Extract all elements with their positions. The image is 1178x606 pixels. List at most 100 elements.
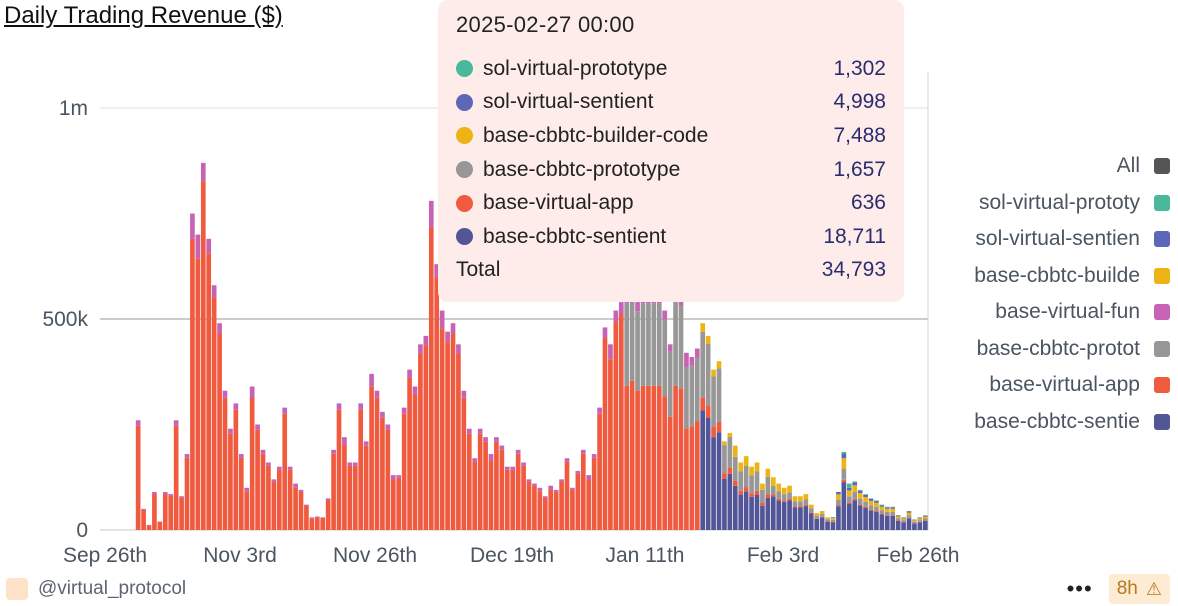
bar-segment[interactable]: [705, 417, 711, 530]
bar-segment[interactable]: [450, 323, 456, 334]
bar-segment[interactable]: [532, 483, 537, 486]
bar-segment[interactable]: [206, 238, 212, 254]
bar-segment[interactable]: [260, 453, 266, 530]
bar-segment[interactable]: [863, 494, 868, 495]
bar-segment[interactable]: [385, 429, 391, 530]
bar-segment[interactable]: [808, 508, 814, 513]
bar-segment[interactable]: [738, 494, 744, 530]
bar-segment[interactable]: [233, 403, 239, 410]
chart-title[interactable]: Daily Trading Revenue ($): [4, 2, 283, 29]
bar-segment[interactable]: [656, 385, 662, 530]
bar-segment[interactable]: [363, 445, 369, 530]
bar-segment[interactable]: [906, 515, 912, 518]
bar-segment[interactable]: [841, 482, 847, 530]
bar-segment[interactable]: [521, 462, 526, 466]
bar-segment[interactable]: [570, 489, 575, 530]
bar-segment[interactable]: [890, 515, 896, 530]
legend-item[interactable]: sol-virtual-sentien: [930, 221, 1176, 258]
bar-segment[interactable]: [814, 518, 820, 530]
bar-segment[interactable]: [342, 437, 347, 445]
bar-segment[interactable]: [347, 465, 353, 530]
bar-segment[interactable]: [266, 462, 271, 466]
bar-segment[interactable]: [510, 466, 516, 470]
bar-segment[interactable]: [249, 386, 255, 398]
bar-segment[interactable]: [917, 518, 923, 521]
bar-segment[interactable]: [526, 479, 532, 482]
bar-segment[interactable]: [499, 445, 505, 450]
bar-segment[interactable]: [895, 515, 901, 517]
bar-segment[interactable]: [803, 506, 809, 530]
legend-item[interactable]: base-virtual-fun: [930, 294, 1176, 331]
bar-segment[interactable]: [879, 513, 885, 515]
legend-item[interactable]: sol-virtual-prototy: [930, 185, 1176, 222]
bar-segment[interactable]: [570, 487, 575, 490]
bar-segment[interactable]: [320, 517, 326, 530]
bar-segment[interactable]: [146, 525, 152, 530]
bar-segment[interactable]: [830, 517, 836, 519]
bar-segment[interactable]: [336, 409, 342, 530]
bar-segment[interactable]: [732, 480, 738, 486]
bar-segment[interactable]: [901, 517, 906, 519]
bar-segment[interactable]: [190, 213, 195, 239]
bar-segment[interactable]: [456, 353, 461, 530]
bar-segment[interactable]: [711, 427, 716, 438]
bar-segment[interactable]: [841, 479, 847, 483]
bar-segment[interactable]: [727, 467, 733, 474]
bar-segment[interactable]: [662, 396, 668, 530]
bar-segment[interactable]: [749, 475, 754, 494]
bar-segment[interactable]: [792, 496, 798, 502]
bar-segment[interactable]: [673, 385, 678, 530]
bar-segment[interactable]: [445, 331, 450, 342]
bar-segment[interactable]: [874, 510, 879, 512]
bar-segment[interactable]: [434, 277, 440, 530]
bar-segment[interactable]: [483, 437, 488, 442]
bar-segment[interactable]: [135, 420, 141, 426]
bar-segment[interactable]: [879, 510, 885, 514]
legend-item[interactable]: base-cbbtc-protot: [930, 331, 1176, 368]
bar-segment[interactable]: [857, 490, 863, 494]
bar-segment[interactable]: [901, 520, 906, 522]
bar-segment[interactable]: [857, 489, 863, 491]
bar-segment[interactable]: [179, 496, 184, 498]
bar-segment[interactable]: [781, 494, 787, 501]
bar-segment[interactable]: [890, 507, 896, 509]
bar-segment[interactable]: [195, 258, 201, 530]
bar-segment[interactable]: [456, 344, 461, 354]
bar-segment[interactable]: [401, 413, 407, 530]
bar-segment[interactable]: [901, 518, 906, 521]
bar-segment[interactable]: [586, 479, 592, 530]
bar-segment[interactable]: [553, 489, 559, 492]
bar-segment[interactable]: [445, 341, 450, 530]
bar-segment[interactable]: [466, 433, 472, 530]
bar-segment[interactable]: [358, 403, 364, 410]
bar-segment[interactable]: [320, 517, 326, 518]
bar-segment[interactable]: [781, 501, 787, 530]
bar-segment[interactable]: [222, 390, 228, 398]
bar-segment[interactable]: [846, 503, 852, 530]
bar-segment[interactable]: [217, 333, 222, 530]
bar-segment[interactable]: [141, 509, 146, 530]
bar-segment[interactable]: [814, 513, 820, 516]
bar-segment[interactable]: [754, 471, 760, 491]
bar-segment[interactable]: [271, 481, 277, 530]
bar-segment[interactable]: [667, 344, 673, 352]
bar-segment[interactable]: [608, 359, 613, 530]
bar-segment[interactable]: [808, 512, 814, 514]
bar-segment[interactable]: [732, 485, 738, 530]
bar-segment[interactable]: [244, 487, 250, 492]
bar-segment[interactable]: [765, 476, 771, 495]
bar-segment[interactable]: [162, 492, 168, 494]
bar-segment[interactable]: [700, 397, 706, 411]
bar-segment[interactable]: [439, 310, 445, 329]
bar-segment[interactable]: [857, 498, 863, 505]
bar-segment[interactable]: [700, 323, 706, 332]
bar-segment[interactable]: [684, 428, 689, 530]
bar-segment[interactable]: [494, 437, 499, 442]
bar-segment[interactable]: [157, 521, 163, 530]
bar-segment[interactable]: [711, 376, 716, 428]
bar-segment[interactable]: [841, 453, 847, 459]
bar-segment[interactable]: [868, 509, 874, 511]
bar-segment[interactable]: [874, 506, 879, 511]
bar-segment[interactable]: [678, 305, 684, 389]
bar-segment[interactable]: [781, 487, 787, 495]
